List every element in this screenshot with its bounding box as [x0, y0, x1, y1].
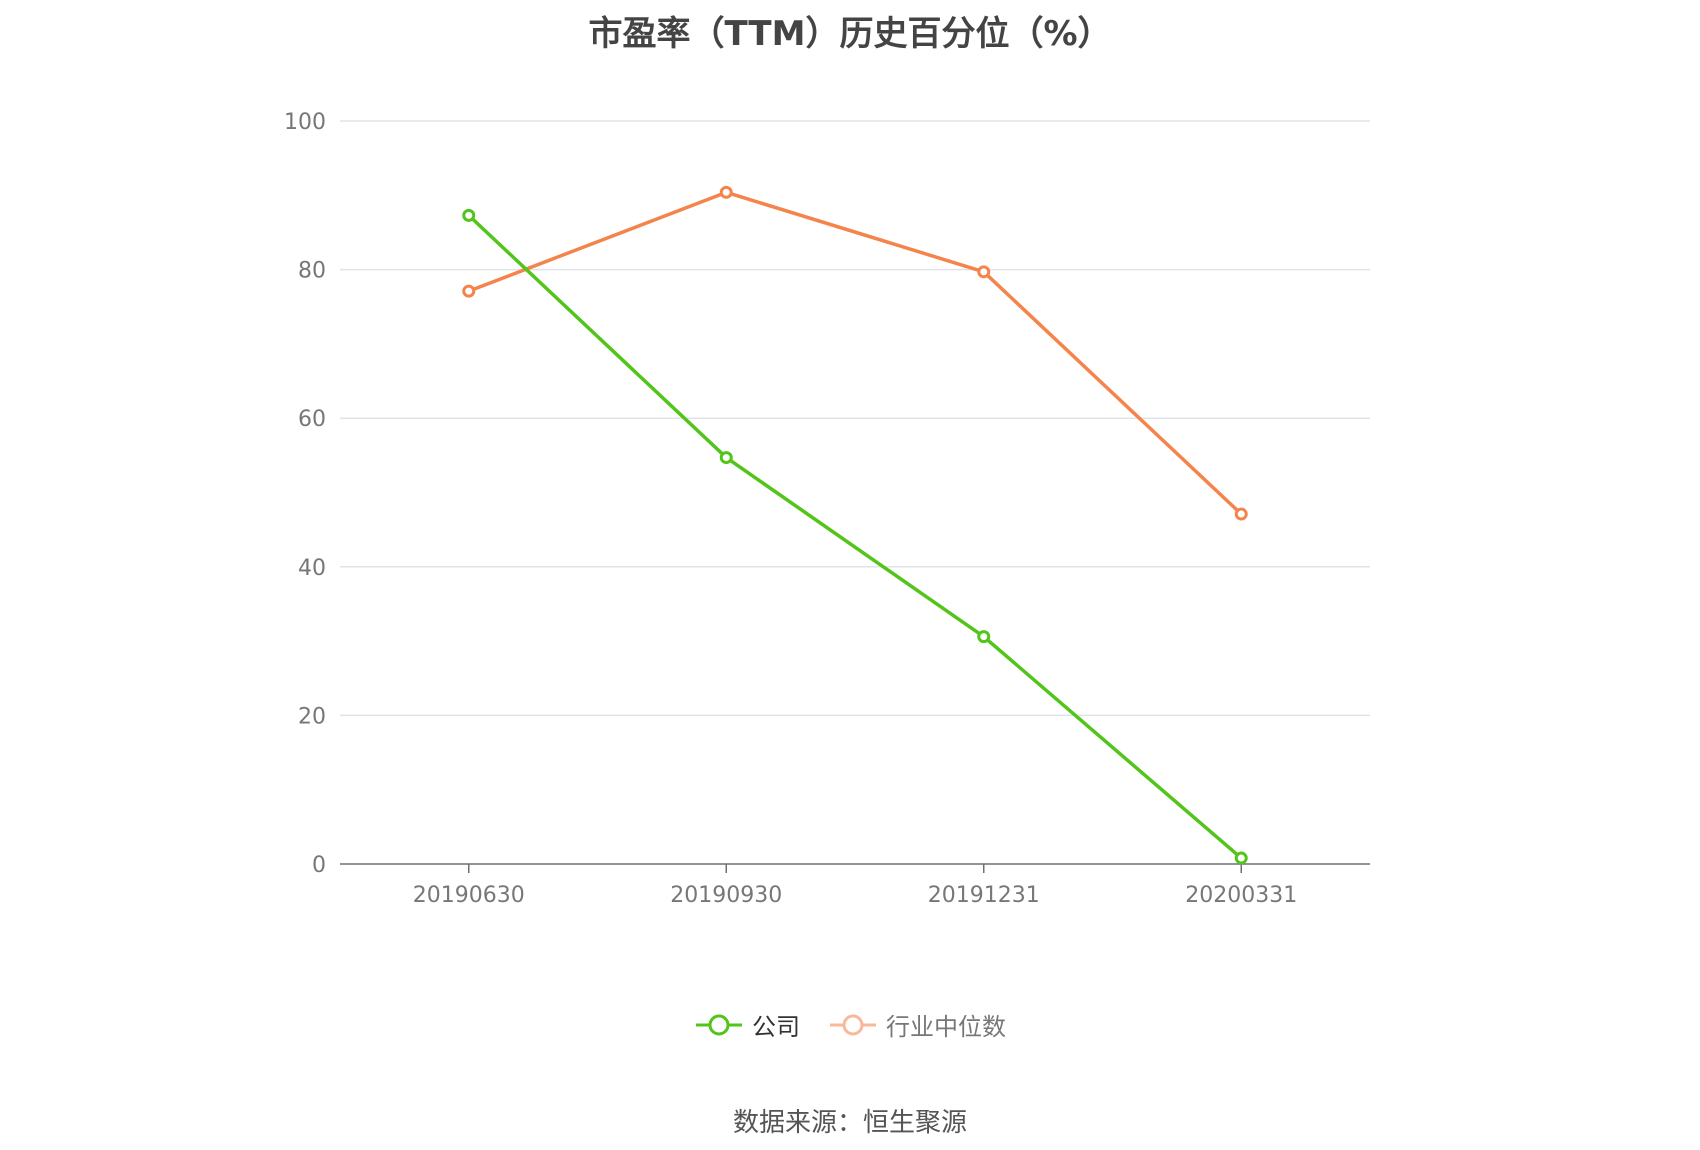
data-point-company — [1234, 851, 1248, 865]
axes: 0 20 40 60 80 100 20190630 20190930 20191231 2020… — [284, 110, 1370, 908]
grid-lines — [340, 120, 1370, 717]
series-lines — [467, 190, 1243, 860]
y-tick-label: 40 — [298, 556, 326, 581]
chart-title: 市盈率（TTM）历史百分位（%） — [588, 14, 1112, 54]
data-point-industry-median — [1234, 507, 1248, 521]
legend-marker-icon — [830, 1014, 876, 1035]
legend-item-company[interactable]: 公司 — [694, 1007, 800, 1042]
data-point-company — [977, 630, 991, 644]
data-source: 数据来源：恒生聚源 — [732, 1108, 967, 1138]
legend-label: 公司 — [752, 1013, 800, 1041]
legend-marker-icon — [696, 1014, 742, 1035]
data-points — [462, 185, 1248, 865]
data-point-industry-median — [719, 185, 733, 199]
data-point-industry-median — [977, 265, 991, 279]
series-line-company — [467, 214, 1243, 860]
data-point-company — [462, 208, 476, 222]
x-tick-label: 20190930 — [670, 883, 782, 908]
y-tick-label: 60 — [298, 407, 326, 432]
legend-item-industry-median[interactable]: 行业中位数 — [828, 1007, 1006, 1042]
data-point-industry-median — [462, 284, 476, 298]
y-tick-label: 20 — [298, 704, 326, 729]
y-tick-label: 0 — [312, 853, 326, 878]
legend-label: 行业中位数 — [886, 1013, 1006, 1041]
y-tick-label: 100 — [284, 110, 326, 135]
legend: 公司 行业中位数 — [0, 1007, 1700, 1042]
x-tick-label: 20200331 — [1185, 883, 1297, 908]
x-tick-label: 20190630 — [413, 883, 525, 908]
series-line-industry-median — [468, 190, 1243, 516]
data-point-company — [719, 451, 733, 465]
y-tick-label: 80 — [298, 259, 326, 284]
x-tick-label: 20191231 — [928, 883, 1040, 908]
